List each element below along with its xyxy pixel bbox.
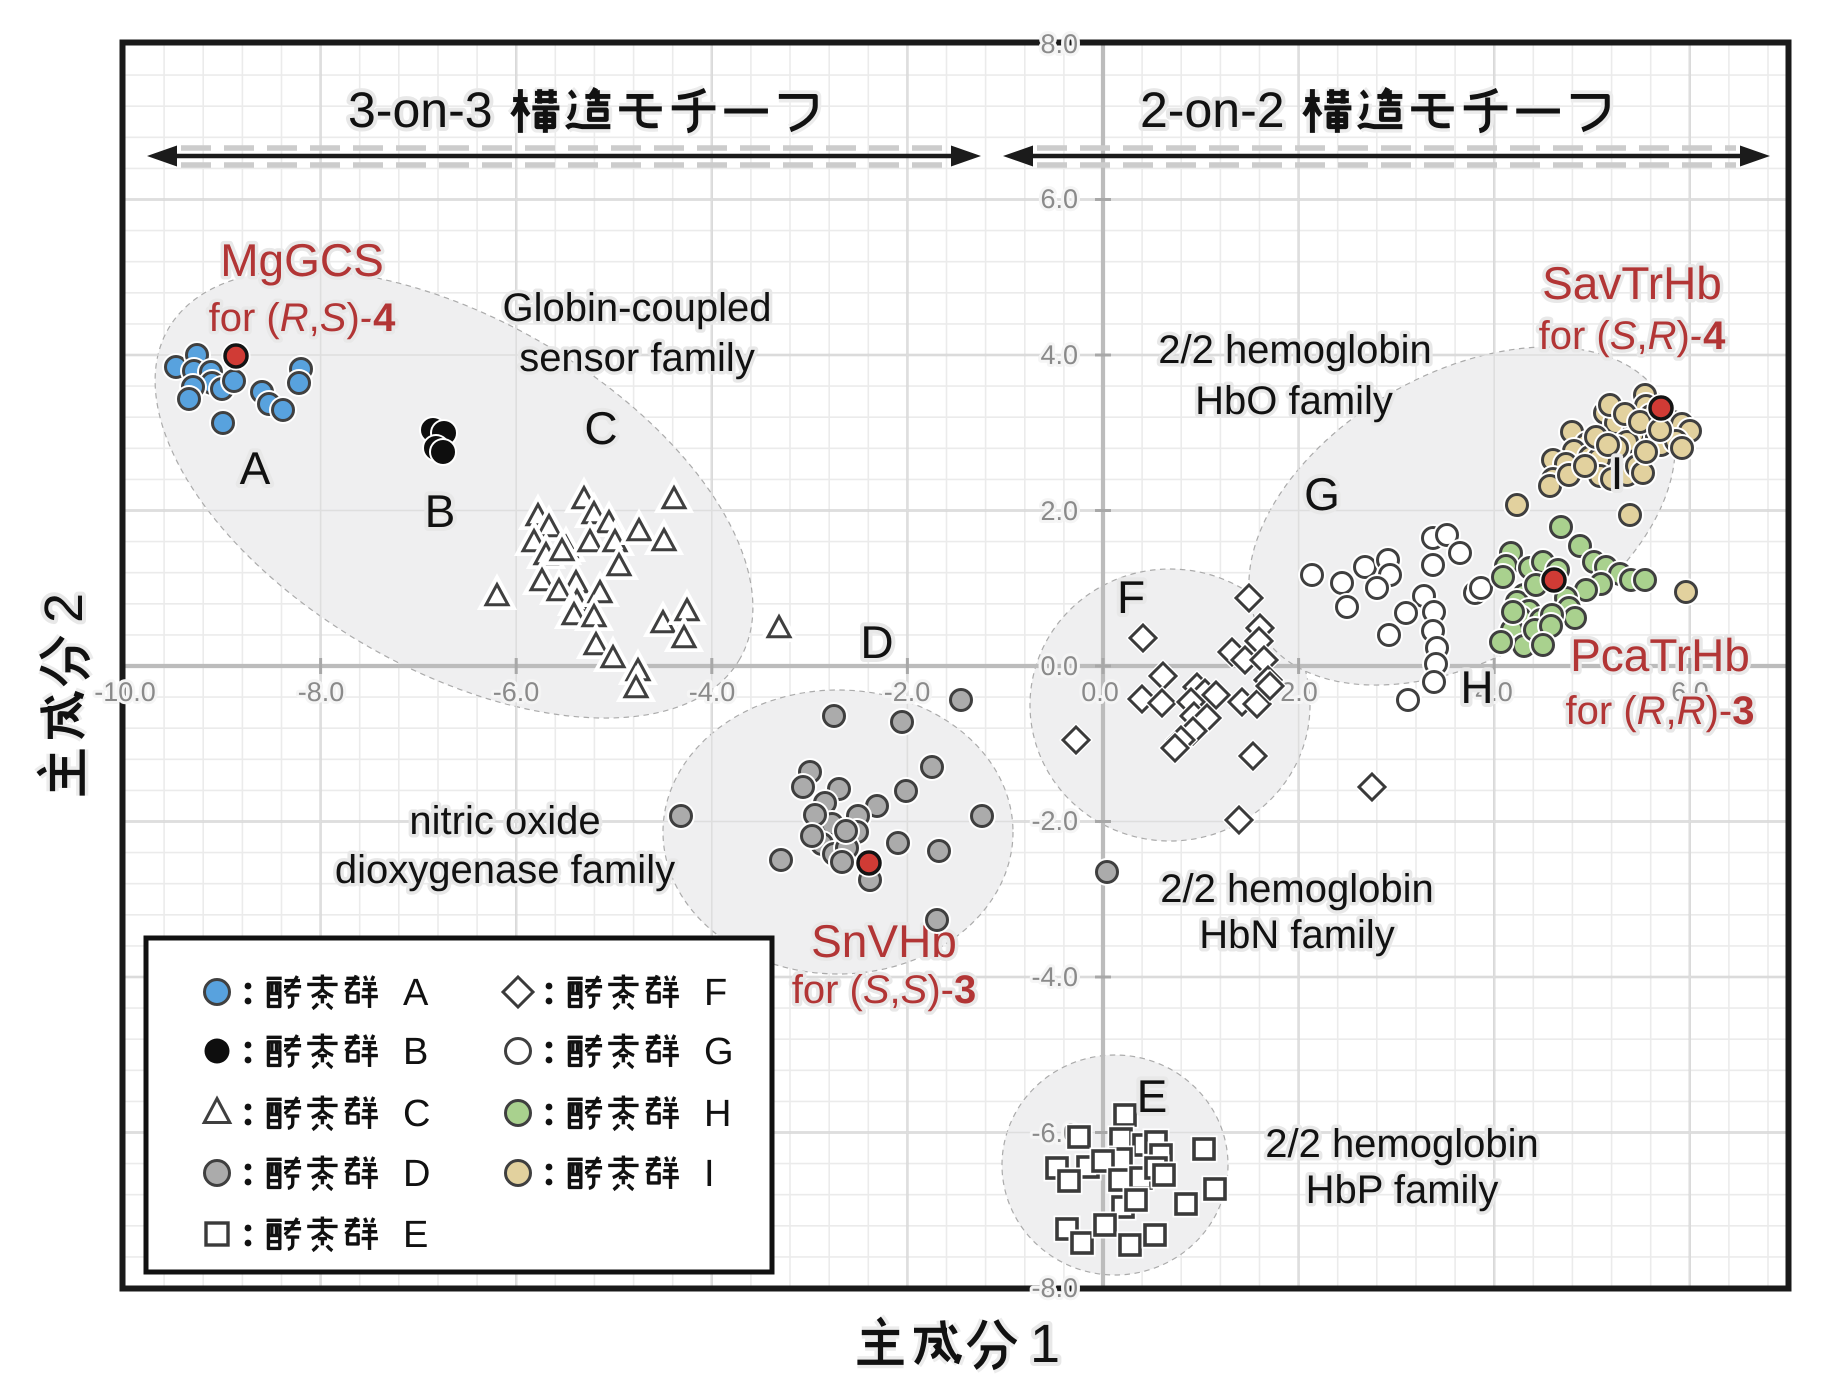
svg-text:F: F xyxy=(1117,571,1145,623)
svg-text:6.0: 6.0 xyxy=(1040,184,1078,214)
svg-text:SavTrHb: SavTrHb xyxy=(1542,257,1722,309)
svg-text:for (R,S)-4: for (R,S)-4 xyxy=(209,296,396,340)
svg-text:2/2 hemoglobin: 2/2 hemoglobin xyxy=(1158,328,1432,372)
svg-text:sensor family: sensor family xyxy=(519,336,755,380)
svg-text:6.0: 6.0 xyxy=(1671,677,1709,707)
svg-text:3-on-3: 3-on-3 xyxy=(348,82,493,138)
svg-text:-2.0: -2.0 xyxy=(1031,806,1078,836)
svg-text:D: D xyxy=(403,1153,430,1195)
svg-text:C: C xyxy=(584,402,617,454)
svg-text:2/2 hemoglobin: 2/2 hemoglobin xyxy=(1265,1122,1539,1166)
svg-text:H: H xyxy=(1460,661,1493,713)
svg-text:B: B xyxy=(425,485,456,537)
svg-text:for (S,S)-3: for (S,S)-3 xyxy=(792,968,977,1012)
svg-text:for (R,R)-3: for (R,R)-3 xyxy=(1566,689,1755,733)
svg-text:2-on-2: 2-on-2 xyxy=(1140,82,1285,138)
svg-text:PcaTrHb: PcaTrHb xyxy=(1570,629,1750,681)
svg-text:-2.0: -2.0 xyxy=(884,677,931,707)
svg-text:G: G xyxy=(1304,468,1340,520)
svg-text:-6.0: -6.0 xyxy=(493,677,540,707)
svg-text:B: B xyxy=(403,1031,428,1073)
svg-text:D: D xyxy=(860,616,893,668)
svg-text:I: I xyxy=(1611,447,1624,499)
svg-text:H: H xyxy=(704,1093,731,1135)
svg-text:8.0: 8.0 xyxy=(1040,29,1078,59)
svg-text:dioxygenase family: dioxygenase family xyxy=(335,848,675,892)
svg-text:-4.0: -4.0 xyxy=(689,677,736,707)
svg-text:-10.0: -10.0 xyxy=(94,677,156,707)
svg-text:2: 2 xyxy=(34,593,94,623)
svg-text:HbO family: HbO family xyxy=(1195,379,1393,423)
svg-text:4.0: 4.0 xyxy=(1040,340,1078,370)
svg-text:4.0: 4.0 xyxy=(1475,677,1513,707)
svg-text:-4.0: -4.0 xyxy=(1031,962,1078,992)
svg-text:for (S,R)-4: for (S,R)-4 xyxy=(1539,314,1726,358)
svg-text:MgGCS: MgGCS xyxy=(220,234,384,286)
svg-text:I: I xyxy=(704,1153,715,1195)
svg-text:A: A xyxy=(240,442,271,494)
svg-text:0.0: 0.0 xyxy=(1081,677,1119,707)
svg-text:0.0: 0.0 xyxy=(1040,651,1078,681)
svg-text:2.0: 2.0 xyxy=(1040,496,1078,526)
svg-text:A: A xyxy=(403,972,429,1014)
svg-text:Globin-coupled: Globin-coupled xyxy=(502,286,771,330)
svg-text:-8.0: -8.0 xyxy=(1031,1273,1078,1303)
svg-text:-8.0: -8.0 xyxy=(298,677,345,707)
svg-text:nitric oxide: nitric oxide xyxy=(409,799,600,843)
svg-text:HbP family: HbP family xyxy=(1306,1168,1499,1212)
svg-text:2.0: 2.0 xyxy=(1280,677,1318,707)
svg-text:2/2 hemoglobin: 2/2 hemoglobin xyxy=(1160,867,1434,911)
svg-text:G: G xyxy=(704,1031,734,1073)
svg-text:E: E xyxy=(1137,1070,1168,1122)
svg-text:1: 1 xyxy=(1030,1314,1060,1374)
svg-text:F: F xyxy=(704,972,727,1014)
svg-text:HbN family: HbN family xyxy=(1199,913,1395,957)
svg-text:C: C xyxy=(403,1093,430,1135)
svg-text:E: E xyxy=(403,1214,428,1256)
